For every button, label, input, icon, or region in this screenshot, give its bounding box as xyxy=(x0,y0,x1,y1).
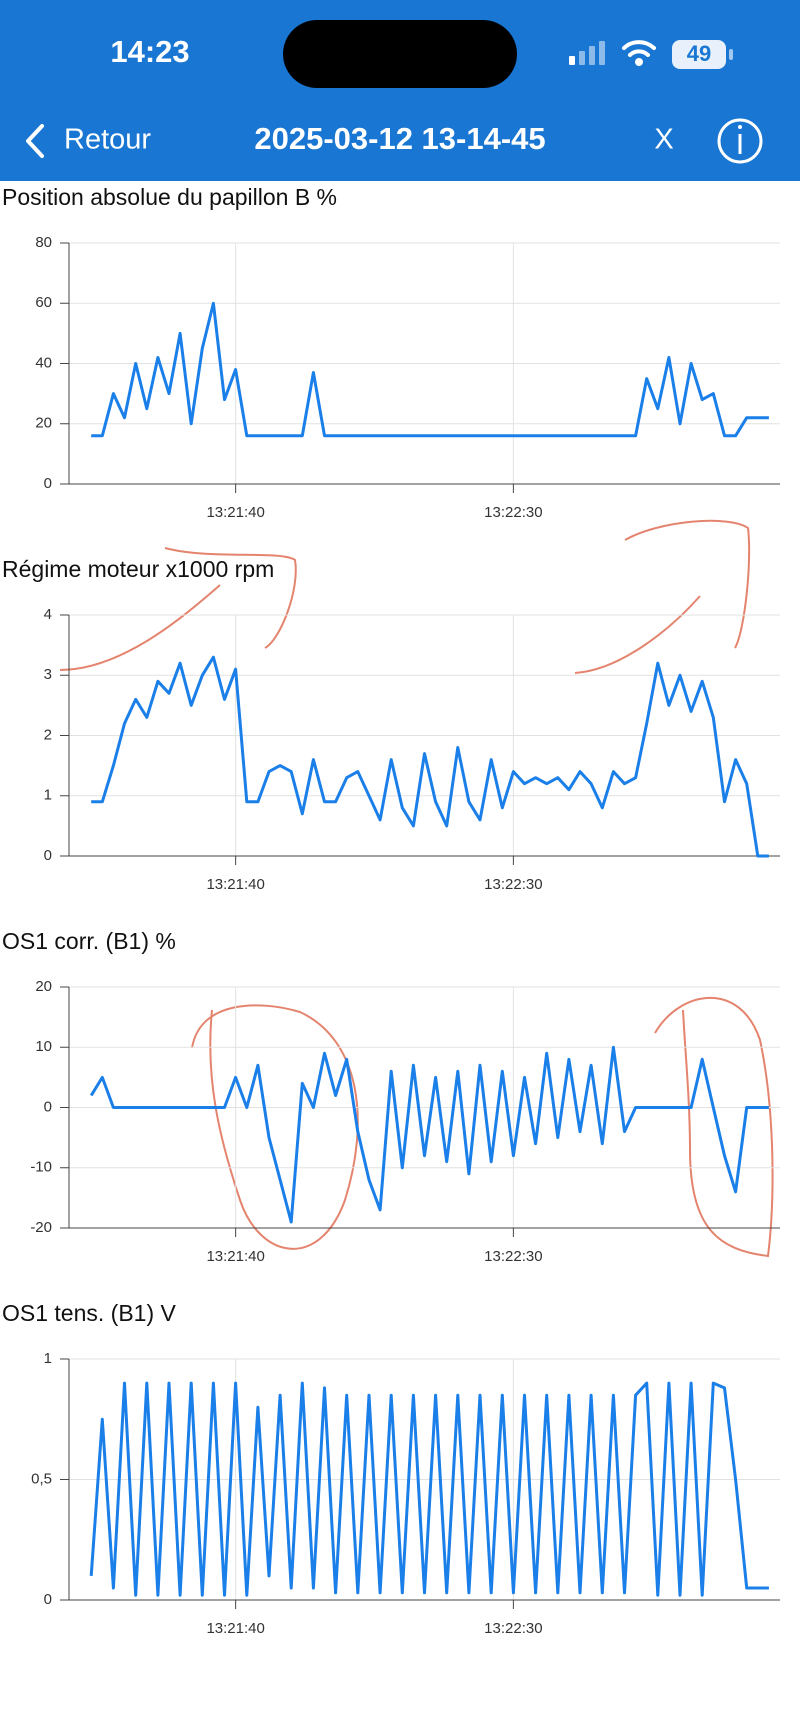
y-tick-label: -20 xyxy=(30,1219,52,1236)
y-tick-label: 80 xyxy=(35,234,52,251)
y-tick-label: -10 xyxy=(30,1159,52,1176)
info-button[interactable] xyxy=(717,118,763,164)
x-tick-label: 13:22:30 xyxy=(484,504,542,521)
data-line xyxy=(89,1045,769,1224)
chart-title: OS1 corr. (B1) % xyxy=(2,928,176,954)
wifi-icon xyxy=(622,40,656,66)
battery-tip xyxy=(729,49,733,60)
x-tick-label: 13:21:40 xyxy=(206,1620,264,1637)
x-tick-label: 13:22:30 xyxy=(484,1248,542,1265)
y-tick-label: 0 xyxy=(44,1098,52,1115)
data-line xyxy=(91,655,769,858)
x-tick-label: 13:21:40 xyxy=(206,504,264,521)
nav-title: 2025-03-12 13-14-45 xyxy=(254,121,545,156)
data-line xyxy=(89,1381,769,1597)
y-tick-label: 2 xyxy=(44,726,52,743)
x-tick-label: 13:21:40 xyxy=(206,1248,264,1265)
hand-annotations xyxy=(59,519,774,1258)
back-button[interactable]: Retour xyxy=(64,124,151,156)
y-tick-label: 40 xyxy=(35,354,52,371)
back-chevron[interactable] xyxy=(26,124,44,158)
data-line xyxy=(91,301,769,438)
y-tick-label: 0 xyxy=(44,475,52,492)
x-tick-label: 13:22:30 xyxy=(484,876,542,893)
y-tick-label: 0,5 xyxy=(31,1470,52,1487)
dynamic-island xyxy=(283,20,517,88)
y-tick-label: 4 xyxy=(44,606,52,623)
chart-title: Position absolue du papillon B % xyxy=(2,184,337,210)
close-button[interactable]: X xyxy=(654,124,673,156)
x-tick-label: 13:22:30 xyxy=(484,1620,542,1637)
y-tick-label: 1 xyxy=(44,1350,52,1367)
status-time: 14:23 xyxy=(110,34,189,69)
y-tick-label: 0 xyxy=(44,847,52,864)
y-tick-label: 10 xyxy=(35,1038,52,1055)
chart-title: OS1 tens. (B1) V xyxy=(2,1300,177,1326)
y-tick-label: 20 xyxy=(35,978,52,995)
y-tick-label: 0 xyxy=(44,1591,52,1608)
battery-level: 49 xyxy=(687,41,711,66)
battery xyxy=(672,40,726,69)
x-tick-label: 13:21:40 xyxy=(206,876,264,893)
y-tick-label: 3 xyxy=(44,666,52,683)
signal-icon xyxy=(569,41,605,65)
chart-title: Régime moteur x1000 rpm xyxy=(2,556,274,582)
y-tick-label: 1 xyxy=(44,787,52,804)
y-tick-label: 60 xyxy=(35,294,52,311)
y-tick-label: 20 xyxy=(35,415,52,432)
